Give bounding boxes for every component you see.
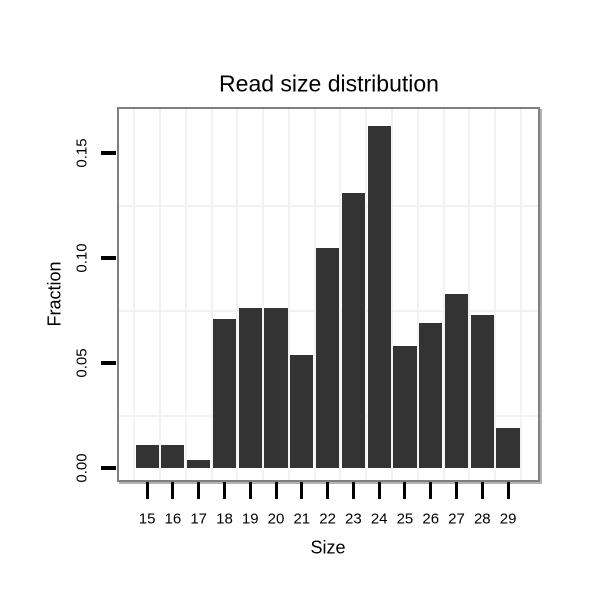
grid-minor-y-line: [119, 204, 538, 207]
x-tick: [197, 482, 201, 499]
bar-size-17: [187, 459, 211, 469]
bar-size-18: [212, 318, 237, 469]
x-tick: [429, 482, 433, 499]
x-tick: [171, 482, 175, 499]
x-tick: [145, 482, 149, 499]
x-tick-label: 22: [319, 510, 336, 528]
bar-size-21: [290, 354, 314, 469]
grid-minor-x-line: [468, 109, 471, 480]
x-tick-label: 15: [138, 510, 156, 528]
x-tick: [222, 482, 226, 499]
grid-minor-x-line: [158, 109, 161, 480]
grid-minor-x-line: [494, 109, 497, 480]
x-tick: [248, 482, 252, 499]
grid-minor-x-line: [262, 109, 265, 480]
bar-size-25: [393, 346, 417, 469]
x-tick-label: 29: [499, 510, 517, 528]
x-tick-label: 16: [164, 510, 182, 528]
y-tick: [101, 466, 116, 471]
bar-size-16: [161, 444, 185, 469]
x-tick-label: 24: [370, 510, 388, 528]
bar-size-27: [444, 293, 469, 469]
grid-minor-x-line: [313, 109, 316, 480]
x-tick-label: 18: [216, 510, 233, 528]
x-tick: [351, 482, 355, 499]
bar-size-29: [496, 428, 520, 469]
bar-size-15: [135, 444, 159, 469]
x-tick: [403, 482, 407, 499]
bar-size-24: [367, 125, 391, 469]
y-tick-label: 0.15: [73, 138, 91, 168]
x-tick: [377, 482, 381, 499]
grid-minor-x-line: [416, 109, 419, 480]
x-tick-label: 23: [345, 510, 362, 528]
bar-size-26: [419, 323, 443, 469]
x-tick: [300, 482, 304, 499]
bar-size-19: [238, 308, 262, 469]
grid-minor-x-line: [287, 109, 290, 480]
bar-size-23: [341, 192, 365, 469]
grid-minor-x-line: [365, 109, 368, 480]
plot-panel: [117, 107, 540, 482]
x-tick: [506, 482, 510, 499]
y-tick-label: 0.10: [73, 243, 91, 273]
x-tick: [455, 482, 459, 499]
grid-minor-x-line: [442, 109, 445, 480]
x-tick: [326, 482, 330, 499]
y-tick: [101, 361, 116, 366]
grid-minor-x-line: [210, 109, 213, 480]
bar-size-22: [315, 247, 340, 469]
x-tick-label: 26: [422, 510, 440, 528]
x-tick-label: 20: [267, 510, 285, 528]
grid-minor-x-line: [133, 109, 136, 480]
x-tick: [274, 482, 278, 499]
bar-size-28: [470, 314, 494, 469]
x-tick-label: 17: [190, 510, 208, 528]
x-axis-title: Size: [310, 537, 346, 558]
x-tick-label: 19: [241, 510, 259, 528]
grid-minor-x-line: [236, 109, 239, 480]
x-tick-label: 21: [293, 510, 311, 528]
y-axis-title: Fraction: [44, 261, 65, 327]
y-tick-label: 0.00: [73, 453, 91, 483]
grid-minor-x-line: [339, 109, 342, 480]
y-tick: [101, 151, 116, 156]
y-tick-label: 0.05: [73, 348, 91, 378]
y-tick: [101, 256, 116, 261]
x-tick: [480, 482, 484, 499]
x-tick-label: 28: [473, 510, 491, 528]
x-tick-label: 27: [448, 510, 465, 528]
grid-minor-x-line: [184, 109, 187, 480]
x-tick-label: 25: [396, 510, 414, 528]
chart-title: Read size distribution: [219, 70, 439, 97]
grid-minor-x-line: [391, 109, 394, 480]
grid-minor-x-line: [519, 109, 522, 480]
bar-size-20: [264, 308, 288, 469]
